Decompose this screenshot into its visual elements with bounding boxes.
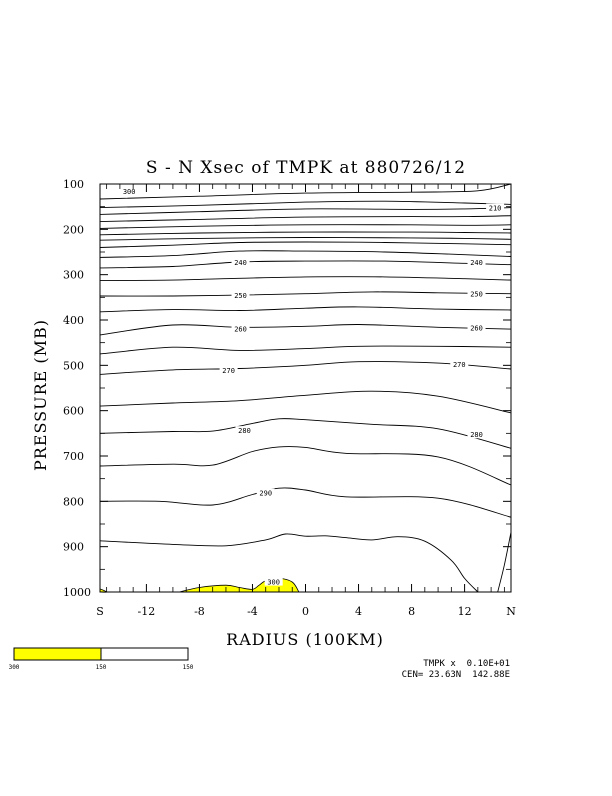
footer-center-text: CEN= 23.63N 142.88E (402, 670, 510, 680)
x-tick-label: -4 (247, 605, 258, 618)
colorbar-label-left: 300 (9, 664, 20, 671)
isotherm-line (99, 250, 512, 258)
contour-label-background (231, 257, 250, 266)
contour-label: 270 (453, 361, 466, 369)
contour-label-background (264, 577, 283, 586)
y-tick-label: 400 (63, 314, 84, 327)
x-tick-label: 12 (458, 605, 472, 618)
isotherm-line (99, 418, 512, 449)
contour-label-background (231, 291, 250, 300)
isotherm-line (99, 487, 512, 518)
y-axis-label: PRESSURE (MB) (31, 319, 50, 471)
isotherm-line (99, 361, 512, 375)
contour-label: 250 (234, 292, 247, 300)
isotherm-line (99, 200, 512, 209)
y-tick-label: 200 (63, 223, 84, 236)
isotherm-line (99, 237, 512, 241)
colorbar: 300 150 150 (9, 647, 194, 671)
isotherm-line (99, 260, 512, 269)
contour-label: 240 (234, 259, 247, 267)
y-tick-label: 800 (63, 495, 84, 508)
y-tick-label: 100 (63, 178, 84, 191)
colorbar-label-right: 150 (183, 664, 194, 671)
isotherm-line (99, 276, 512, 282)
x-tick-label: N (506, 605, 516, 618)
contour-label: 280 (238, 427, 251, 435)
isotherm-line (99, 446, 512, 486)
contour-label-background (486, 203, 505, 212)
x-tick-label: -12 (138, 605, 156, 618)
contour-label-background (219, 365, 238, 374)
contour-label-background (467, 257, 486, 266)
contour-label: 260 (470, 325, 483, 333)
contour-label: 250 (470, 291, 483, 299)
isotherm-line (99, 345, 512, 355)
contour-label: 280 (470, 431, 483, 439)
contour-label-background (235, 426, 254, 435)
contour-label: 210 (489, 205, 502, 213)
x-axis-label: RADIUS (100KM) (226, 630, 384, 649)
plot-layer: 300 210 240 240 250 250 260 260 270 270 280 280 290 3… (99, 183, 512, 593)
contour-label: 260 (234, 326, 247, 334)
colorbar-label-mid: 150 (96, 664, 107, 671)
isotherm-line (99, 324, 512, 336)
contour-label-background (467, 430, 486, 439)
y-tick-label: 1000 (63, 586, 91, 599)
x-tick-label: 4 (355, 605, 362, 618)
contour-label: 270 (222, 367, 235, 375)
axis-layer: S -12 -8 -4 0 4 8 12 N 100 200 300 400 500 600 700 800 90… (63, 178, 516, 618)
contour-label: 300 (123, 188, 136, 196)
footer-scale-text: TMPK x 0.10E+01 (423, 659, 510, 669)
chart-title: S - N Xsec of TMPK at 880726/12 (146, 158, 466, 178)
isotherm-line (99, 533, 479, 593)
contour-label-background (256, 488, 275, 497)
x-tick-label: S (96, 605, 104, 618)
contour-label-background (120, 186, 139, 195)
isotherm-line (99, 215, 512, 223)
isotherm-line (497, 532, 512, 593)
isotherm-line (99, 183, 512, 200)
contour-label: 240 (470, 259, 483, 267)
colorbar-fill (14, 648, 101, 660)
isotherm-line (99, 231, 512, 236)
x-tick-label: 8 (408, 605, 415, 618)
isotherm-line (99, 224, 512, 229)
isotherm-line (99, 306, 512, 313)
isotherm-line (99, 390, 512, 414)
contour-label-background (231, 324, 250, 333)
isotherm-line (99, 207, 512, 215)
y-tick-label: 500 (63, 359, 84, 372)
y-tick-label: 600 (63, 405, 84, 418)
x-tick-label: -8 (194, 605, 205, 618)
y-tick-label: 900 (63, 541, 84, 554)
contour-label-background (467, 289, 486, 298)
contour-label: 290 (259, 490, 272, 498)
isotherm-line (99, 291, 512, 297)
y-tick-label: 700 (63, 450, 84, 463)
contour-label-background (450, 359, 469, 368)
contour-label: 300 (267, 579, 280, 587)
isotherm-line (99, 241, 512, 248)
contour-label-background (467, 323, 486, 332)
y-tick-label: 300 (63, 269, 84, 282)
x-tick-label: 0 (302, 605, 309, 618)
